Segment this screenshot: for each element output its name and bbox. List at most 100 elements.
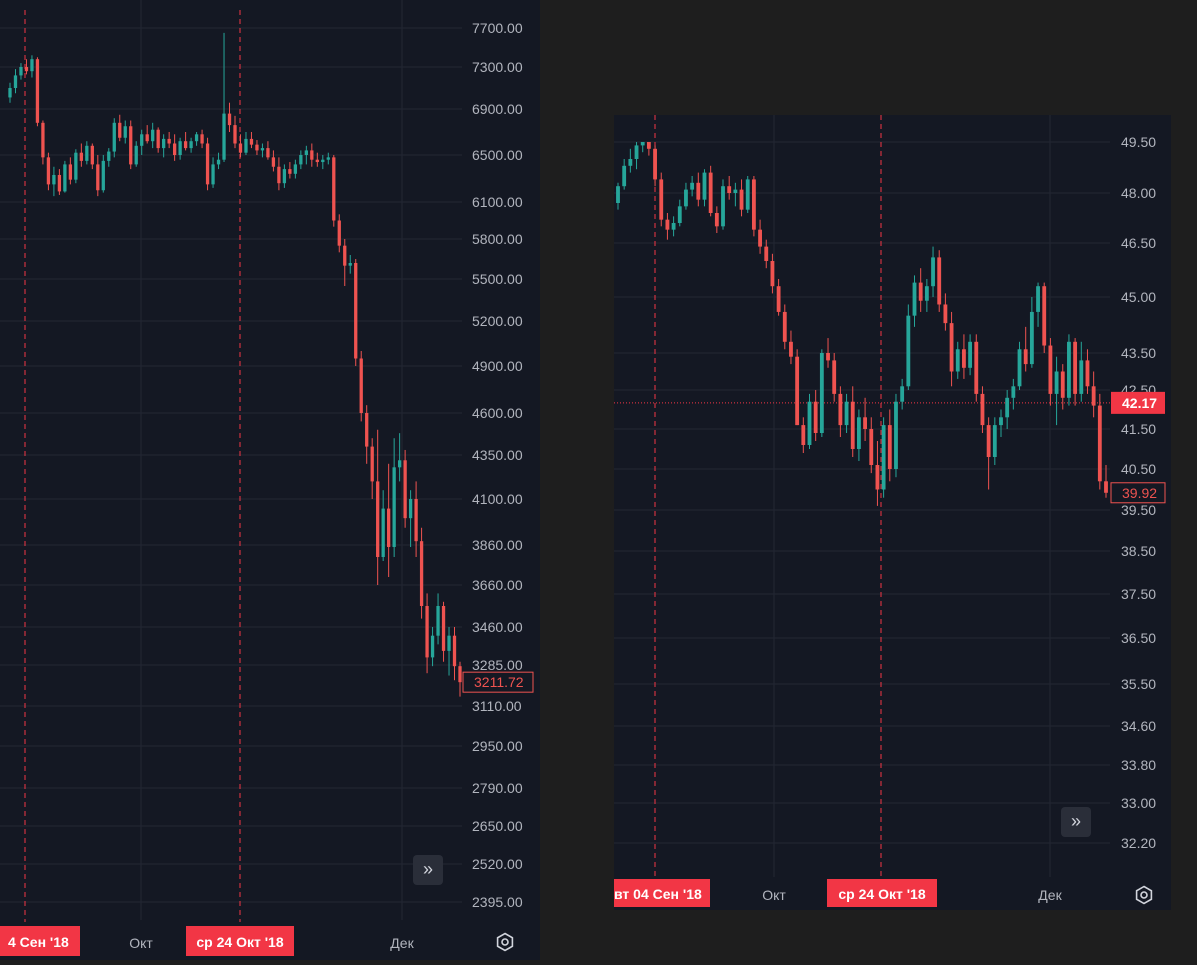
candle-body xyxy=(863,417,868,429)
y-tick-label: 2395.00 xyxy=(472,894,523,910)
candle-body xyxy=(727,186,732,193)
candle-body xyxy=(162,138,166,149)
y-tick-label: 33.00 xyxy=(1121,795,1156,811)
candle-body xyxy=(900,386,905,402)
candle-body xyxy=(41,122,45,158)
candle-body xyxy=(156,129,160,149)
chart-panel-right[interactable]: 49.50 48.00 46.50 45.00 43.50 42.50 41.50 40.50… xyxy=(614,115,1171,910)
last-price-label-box xyxy=(1110,482,1166,504)
y-tick-label: 48.00 xyxy=(1121,185,1156,201)
last-price-label: 3211.72 xyxy=(474,674,524,690)
candle-body xyxy=(392,467,396,547)
gear-icon[interactable] xyxy=(495,932,515,952)
candle-body xyxy=(441,606,446,651)
candle-body xyxy=(776,286,781,312)
date-marker-label: 4 Сен '18 xyxy=(8,934,69,950)
candle-body xyxy=(85,145,89,161)
y-tick-label: 4350.00 xyxy=(472,447,523,463)
y-tick-label: 34.60 xyxy=(1121,718,1156,734)
candle-body xyxy=(337,220,341,246)
candle-body xyxy=(844,401,849,426)
candle-body xyxy=(918,282,923,301)
y-tick-label: 3660.00 xyxy=(472,577,523,593)
candle-body xyxy=(733,189,738,193)
candle-body xyxy=(751,179,756,230)
candle-body xyxy=(1042,286,1047,346)
candle-body xyxy=(189,141,193,149)
candle-body xyxy=(640,142,645,146)
candle-body xyxy=(801,425,806,445)
candle-body xyxy=(238,143,243,153)
candle-body xyxy=(436,606,440,636)
y-tick-label: 2650.00 xyxy=(472,818,523,834)
candle-body xyxy=(365,413,369,447)
candle-body xyxy=(924,286,929,301)
scroll-to-realtime-button[interactable]: » xyxy=(413,855,443,885)
candle-body xyxy=(13,75,18,88)
date-marker-label: ср 24 Окт '18 xyxy=(838,886,925,902)
candle-body xyxy=(414,499,418,542)
candle-body xyxy=(205,143,210,185)
candle-body xyxy=(1017,349,1022,387)
candle-body xyxy=(856,417,861,449)
candle-body xyxy=(628,159,633,166)
candle-body xyxy=(299,155,303,165)
candle-body xyxy=(260,148,265,151)
y-tick-label: 33.80 xyxy=(1121,757,1156,773)
candlestick-chart-left[interactable]: 7700.00 7300.00 6900.00 6500.00 6100.00 5800.… xyxy=(0,0,540,960)
candle-body xyxy=(789,341,793,357)
candle-body xyxy=(354,263,358,359)
candle-body xyxy=(671,223,676,230)
y-tick-label: 2520.00 xyxy=(472,856,523,872)
candle-body xyxy=(348,263,352,266)
candle-body xyxy=(123,126,127,138)
candle-body xyxy=(8,88,12,98)
scroll-to-realtime-button[interactable]: » xyxy=(1061,807,1091,837)
candle-body xyxy=(714,213,719,227)
candle-body xyxy=(387,508,391,547)
y-tick-label: 6500.00 xyxy=(472,147,523,163)
candle-body xyxy=(696,182,701,200)
candle-body xyxy=(659,179,664,220)
candle-body xyxy=(931,257,935,287)
candle-body xyxy=(1073,341,1078,394)
y-tick-label: 38.50 xyxy=(1121,543,1156,559)
y-tick-label: 32.20 xyxy=(1121,835,1156,851)
candle-body xyxy=(646,142,651,149)
candle-body xyxy=(807,401,812,445)
candle-body xyxy=(282,169,287,184)
candle-body xyxy=(1036,286,1040,312)
candle-body xyxy=(708,172,713,213)
candle-body xyxy=(233,125,237,144)
candle-body xyxy=(1067,341,1071,398)
candle-body xyxy=(376,481,380,557)
candle-body xyxy=(140,134,144,146)
candle-body xyxy=(381,508,385,557)
candle-body xyxy=(57,174,62,192)
candle-body xyxy=(211,164,215,185)
candle-body xyxy=(118,122,122,138)
candle-body xyxy=(458,666,462,683)
chart-panel-left[interactable]: 7700.00 7300.00 6900.00 6500.00 6100.00 5800.… xyxy=(0,0,540,960)
candle-body xyxy=(1079,360,1084,394)
candlestick-chart-right[interactable]: 49.5048.0046.5045.0043.5042.5041.5040.50… xyxy=(614,115,1171,910)
candle-body xyxy=(266,148,270,158)
candle-body xyxy=(999,417,1003,426)
candle-body xyxy=(770,261,775,287)
candle-body xyxy=(721,186,725,227)
candle-body xyxy=(271,157,276,167)
candle-body xyxy=(222,113,226,160)
y-tick-label: 4900.00 xyxy=(472,358,523,374)
candle-body xyxy=(881,425,886,490)
gear-icon[interactable] xyxy=(1134,885,1154,905)
candle-body xyxy=(30,59,34,72)
candle-body xyxy=(795,356,800,426)
y-tick-label: 6900.00 xyxy=(472,101,523,117)
candle-body xyxy=(826,353,830,361)
candle-body xyxy=(764,246,769,261)
candle-body xyxy=(887,425,892,469)
candle-body xyxy=(101,160,105,191)
candle-body xyxy=(875,465,880,490)
x-tick-label: Окт xyxy=(129,935,153,951)
y-tick-label: 2790.00 xyxy=(472,780,523,796)
